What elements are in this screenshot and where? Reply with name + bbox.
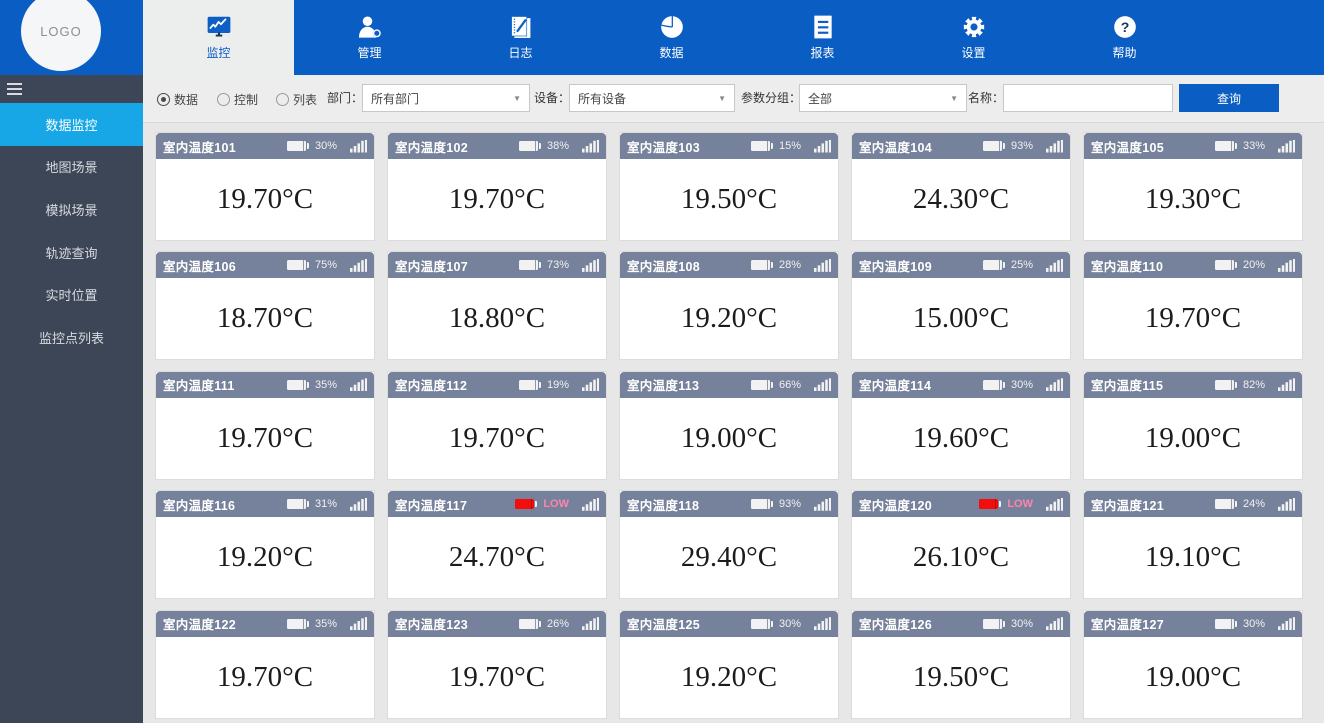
svg-text:?: ? [1120, 19, 1129, 35]
